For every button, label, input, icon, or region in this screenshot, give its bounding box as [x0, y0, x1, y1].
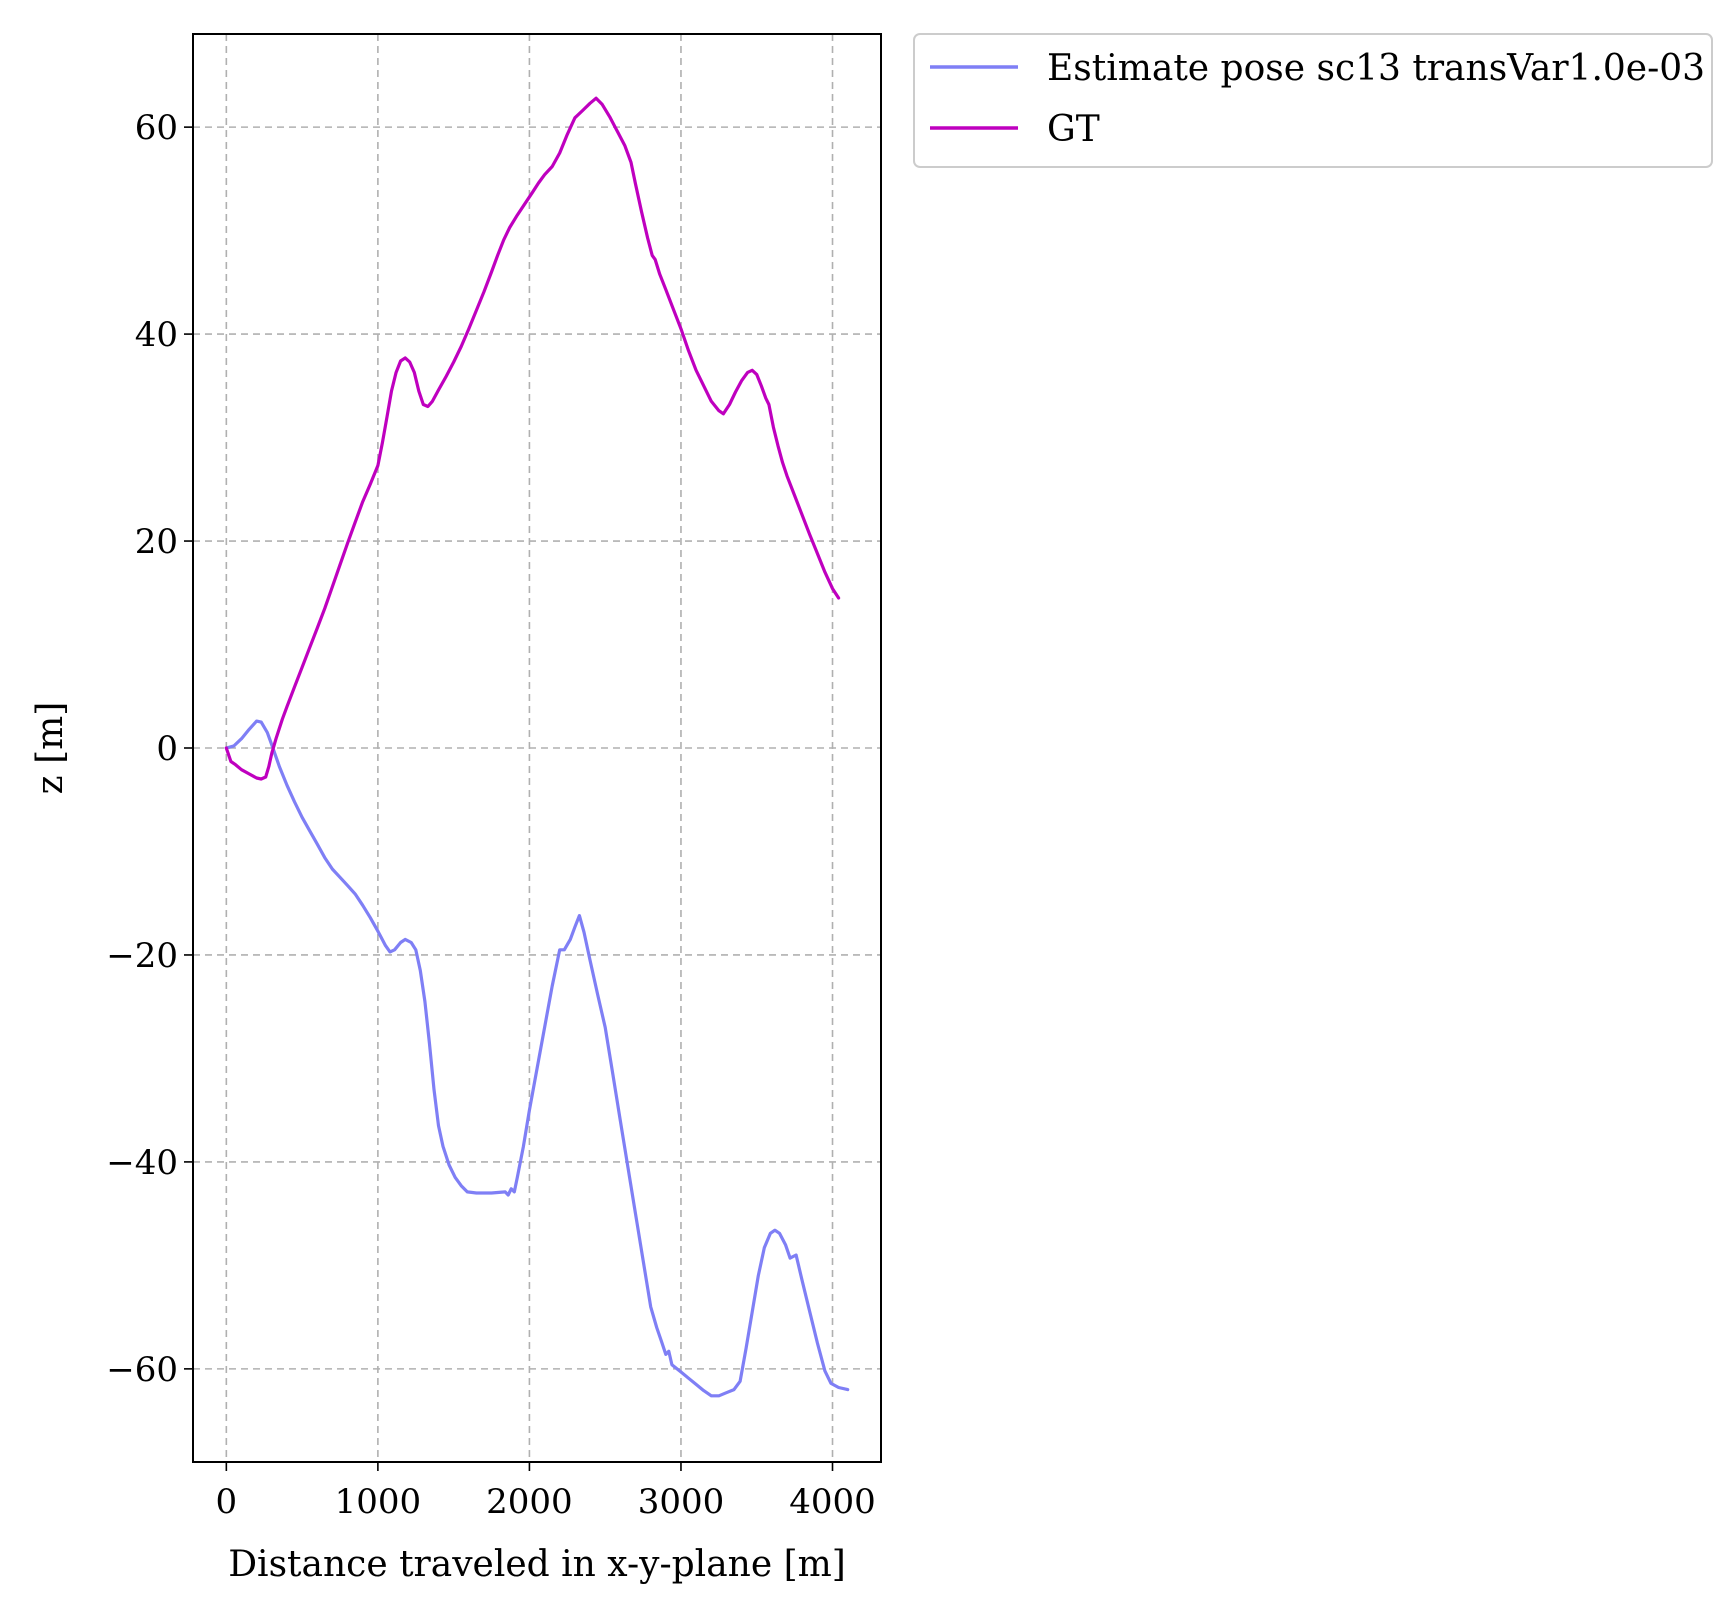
series-line-gt [224, 96, 841, 781]
legend: Estimate pose sc13 transVar1.0e-03 GT [913, 33, 1713, 168]
x-tick-label: 3000 [638, 1482, 725, 1522]
y-tick-label: 0 [156, 729, 178, 769]
x-tick-label: 4000 [789, 1482, 876, 1522]
y-tick-label: −60 [106, 1350, 178, 1390]
x-tick-label: 2000 [486, 1482, 573, 1522]
series-lines [224, 96, 850, 1398]
x-tick-label: 0 [216, 1482, 238, 1522]
legend-box [913, 33, 1713, 168]
axis-ticks: 0 1000 2000 3000 4000 −60 −40 −20 0 20 40 60 [106, 108, 876, 1522]
y-tick-label: 40 [135, 315, 178, 355]
y-tick-label: −20 [106, 936, 178, 976]
y-axis-label: z [m] [30, 702, 71, 795]
y-tick-label: 20 [135, 522, 178, 562]
y-tick-label: −40 [106, 1143, 178, 1183]
legend-label-estimate: Estimate pose sc13 transVar1.0e-03 [1047, 48, 1705, 89]
y-tick-label: 60 [135, 108, 178, 148]
series-line-estimate [224, 719, 850, 1398]
x-tick-label: 1000 [335, 1482, 422, 1522]
x-axis-label: Distance traveled in x-y-plane [m] [228, 1544, 846, 1585]
legend-label-gt: GT [1047, 109, 1100, 150]
